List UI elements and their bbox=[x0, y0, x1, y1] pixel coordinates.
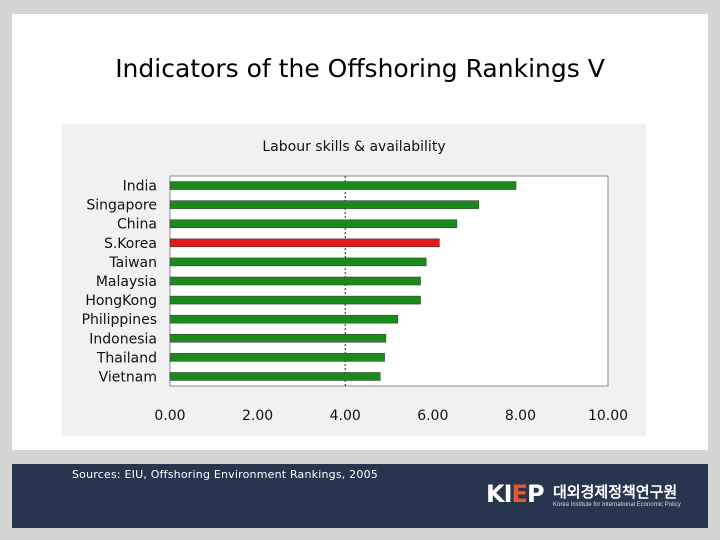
bar-philippines bbox=[169, 314, 399, 324]
x-tick-label: 6.00 bbox=[417, 408, 448, 424]
chart-title: Labour skills & availability bbox=[262, 139, 445, 155]
logo-name: 대외경제정책연구원 bbox=[553, 483, 678, 501]
bar-hongkong bbox=[169, 295, 421, 305]
bar-vietnam bbox=[169, 372, 381, 381]
x-tick-label: 8.00 bbox=[505, 408, 536, 424]
slide-title: Indicators of the Offshoring Rankings Ⅴ bbox=[115, 54, 605, 83]
logo-subtitle: Korea Institute for International Econom… bbox=[553, 502, 681, 508]
x-tick-label: 2.00 bbox=[242, 408, 273, 424]
kiep-logo: KIEP 대외경제정책연구원 Korea Institute for Inter… bbox=[486, 480, 686, 514]
bar-chart: Labour skills & availability India Singapo… bbox=[82, 139, 628, 424]
category-label-thailand: Thailand bbox=[96, 350, 157, 366]
category-label-malaysia: Malaysia bbox=[96, 274, 157, 290]
category-label-singapore: Singapore bbox=[86, 198, 157, 214]
x-tick-label: 10.00 bbox=[588, 408, 628, 424]
x-tick-label: 4.00 bbox=[330, 408, 361, 424]
bar-china bbox=[169, 219, 458, 228]
bar-singapore bbox=[169, 200, 480, 209]
category-label-indonesia: Indonesia bbox=[89, 331, 157, 347]
x-tick-label: 0.00 bbox=[154, 408, 185, 424]
sources-note: Sources: EIU, Offshoring Environment Ran… bbox=[72, 468, 378, 481]
category-label-hongkong: HongKong bbox=[85, 293, 157, 309]
logo-mark: KIEP bbox=[486, 480, 545, 508]
bar-malaysia bbox=[169, 276, 421, 286]
bar-skorea bbox=[169, 238, 440, 248]
category-label-india: India bbox=[123, 179, 157, 195]
bar-india bbox=[169, 181, 517, 190]
category-label-skorea: S.Korea bbox=[104, 236, 157, 252]
category-label-taiwan: Taiwan bbox=[108, 255, 157, 271]
category-label-philippines: Philippines bbox=[82, 312, 157, 328]
bar-taiwan bbox=[169, 257, 427, 267]
chart-area: Labour skills & availability India Singapo… bbox=[62, 124, 646, 436]
bar-thailand bbox=[169, 353, 385, 362]
bar-indonesia bbox=[169, 334, 387, 343]
category-label-china: China bbox=[117, 217, 157, 233]
footer-band bbox=[12, 464, 708, 528]
category-label-vietnam: Vietnam bbox=[99, 369, 157, 385]
